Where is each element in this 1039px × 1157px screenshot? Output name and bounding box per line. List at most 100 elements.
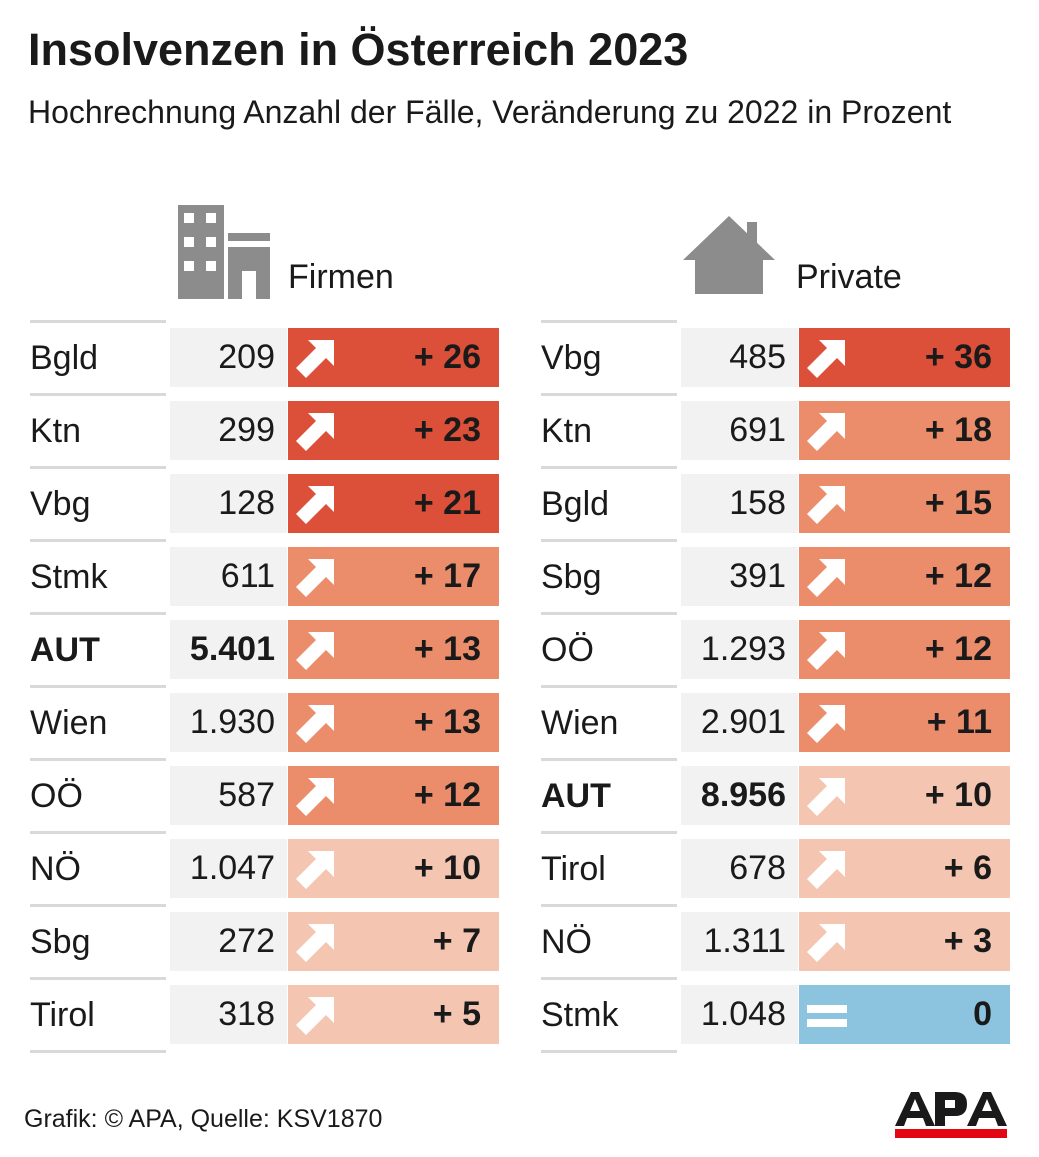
source-credit: Grafik: © APA, Quelle: KSV1870 [24, 1105, 383, 1133]
firmen-table-row: Bgld 209 + 26 [30, 320, 500, 393]
arrow-up-right-icon [296, 413, 334, 451]
case-count: 128 [170, 474, 287, 533]
private-table-row: Ktn 691 + 18 [541, 393, 1011, 466]
private-table-row: OÖ 1.293 + 12 [541, 612, 1011, 685]
case-count: 158 [681, 474, 798, 533]
change-percent: + 10 [413, 849, 481, 887]
private-label: Private [796, 258, 902, 296]
case-count: 1.311 [681, 912, 798, 971]
row-divider [541, 539, 677, 542]
page-subtitle: Hochrechnung Anzahl der Fälle, Veränderu… [28, 94, 952, 130]
case-count: 691 [681, 401, 798, 460]
arrow-up-right-icon [296, 924, 334, 962]
row-divider [541, 466, 677, 469]
change-percent: + 12 [924, 630, 992, 668]
change-cell: + 3 [799, 912, 1010, 971]
region-label: AUT [541, 777, 611, 815]
arrow-up-right-icon [807, 705, 845, 743]
region-label: OÖ [541, 631, 594, 669]
row-divider [541, 320, 677, 323]
house-icon [683, 216, 775, 294]
page-title: Insolvenzen in Österreich 2023 [28, 24, 689, 75]
firmen-table-row: Ktn 299 + 23 [30, 393, 500, 466]
change-percent: + 23 [413, 411, 481, 449]
firmen-table-row: Tirol 318 + 5 [30, 977, 500, 1053]
row-divider [541, 758, 677, 761]
row-divider [30, 539, 166, 542]
region-label: Tirol [30, 996, 95, 1034]
change-cell: + 10 [288, 839, 499, 898]
arrow-up-right-icon [296, 559, 334, 597]
case-count: 299 [170, 401, 287, 460]
change-percent: + 12 [413, 776, 481, 814]
arrow-up-right-icon [807, 486, 845, 524]
row-divider [541, 977, 677, 980]
firmen-table-row: OÖ 587 + 12 [30, 758, 500, 831]
equal-icon [807, 1005, 847, 1027]
row-divider [30, 393, 166, 396]
arrow-up-right-icon [296, 705, 334, 743]
change-cell: + 15 [799, 474, 1010, 533]
arrow-up-right-icon [296, 340, 334, 378]
region-label: OÖ [30, 777, 83, 815]
arrow-up-right-icon [807, 778, 845, 816]
firmen-table-row: Wien 1.930 + 13 [30, 685, 500, 758]
change-percent: 0 [973, 995, 992, 1033]
row-divider [541, 831, 677, 834]
row-divider [30, 758, 166, 761]
region-label: Tirol [541, 850, 606, 888]
change-percent: + 36 [924, 338, 992, 376]
row-divider [541, 612, 677, 615]
change-percent: + 26 [413, 338, 481, 376]
case-count: 8.956 [681, 766, 798, 825]
private-table-row: Wien 2.901 + 11 [541, 685, 1011, 758]
change-percent: + 10 [924, 776, 992, 814]
private-table-row: Vbg 485 + 36 [541, 320, 1011, 393]
change-cell: + 7 [288, 912, 499, 971]
row-divider [30, 612, 166, 615]
case-count: 1.930 [170, 693, 287, 752]
arrow-up-right-icon [807, 559, 845, 597]
change-cell: + 12 [288, 766, 499, 825]
change-percent: + 18 [924, 411, 992, 449]
region-label: Ktn [541, 412, 593, 450]
region-label: Wien [30, 704, 108, 742]
case-count: 5.401 [170, 620, 287, 679]
case-count: 485 [681, 328, 798, 387]
firmen-label: Firmen [288, 258, 394, 296]
firmen-table-row: Stmk 611 + 17 [30, 539, 500, 612]
row-divider [30, 466, 166, 469]
change-cell: + 12 [799, 620, 1010, 679]
firmen-table-row: Vbg 128 + 21 [30, 466, 500, 539]
arrow-up-right-icon [807, 924, 845, 962]
region-label: Bgld [30, 339, 99, 377]
region-label: Stmk [541, 996, 619, 1034]
change-percent: + 13 [413, 703, 481, 741]
change-cell: 0 [799, 985, 1010, 1044]
case-count: 678 [681, 839, 798, 898]
arrow-up-right-icon [296, 778, 334, 816]
change-cell: + 26 [288, 328, 499, 387]
case-count: 391 [681, 547, 798, 606]
change-percent: + 12 [924, 557, 992, 595]
case-count: 587 [170, 766, 287, 825]
private-table-row: Tirol 678 + 6 [541, 831, 1011, 904]
arrow-up-right-icon [807, 632, 845, 670]
row-divider [30, 1050, 166, 1053]
region-label: Ktn [30, 412, 82, 450]
row-divider [541, 685, 677, 688]
case-count: 2.901 [681, 693, 798, 752]
region-label: Sbg [30, 923, 91, 961]
case-count: 318 [170, 985, 287, 1044]
arrow-up-right-icon [807, 413, 845, 451]
row-divider [541, 904, 677, 907]
change-percent: + 3 [943, 922, 992, 960]
change-cell: + 23 [288, 401, 499, 460]
change-cell: + 5 [288, 985, 499, 1044]
row-divider [30, 831, 166, 834]
region-label: NÖ [30, 850, 81, 888]
change-cell: + 13 [288, 620, 499, 679]
apa-logo [895, 1092, 1007, 1138]
row-divider [30, 904, 166, 907]
firmen-table-row: NÖ 1.047 + 10 [30, 831, 500, 904]
